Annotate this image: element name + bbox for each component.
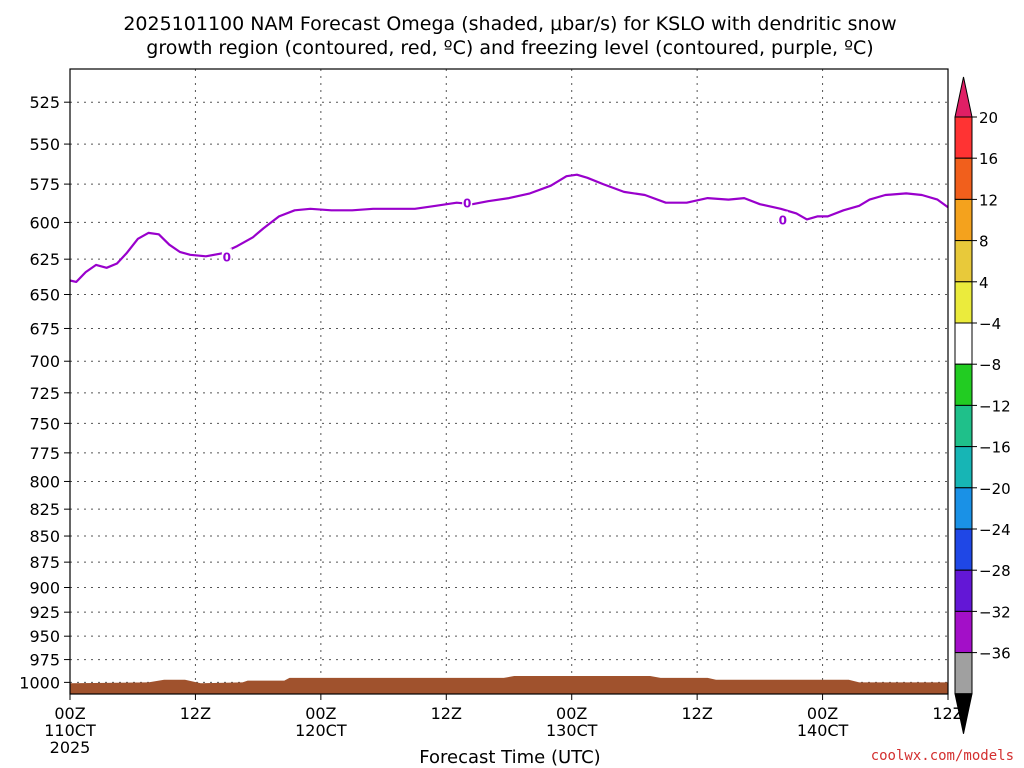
contour-label: 0 — [779, 213, 787, 227]
y-tick-label: 625 — [29, 250, 60, 269]
y-axis: 525 550 575 600 625 650 675 700 725 750 775 800 825 8… — [19, 93, 70, 692]
x-tick-label: 00Z — [54, 704, 85, 723]
colorbar-segment — [954, 157, 973, 200]
contour-label-bg — [462, 194, 473, 210]
terrain-fill — [70, 676, 948, 694]
contour-label-bg — [777, 211, 788, 227]
x-tick-label: 2025 — [50, 738, 91, 757]
plot-frame — [69, 68, 949, 695]
x-tick-label: 130CT — [546, 721, 598, 740]
colorbar-label: −20 — [979, 480, 1011, 498]
colorbar-label: −16 — [979, 439, 1011, 457]
colorbar-label: 8 — [979, 233, 989, 251]
colorbar-segment — [954, 446, 973, 489]
chart-title: 2025101100 NAM Forecast Omega (shaded, μ… — [123, 13, 896, 59]
x-tick-label: 00Z — [556, 704, 587, 723]
x-tick-label: 110CT — [44, 721, 96, 740]
colorbar-segment — [954, 610, 973, 654]
contour-label: 0 — [223, 250, 231, 264]
contour-label: 0 — [463, 197, 471, 211]
x-tick-label: 120CT — [295, 721, 347, 740]
contour-label-bg — [221, 248, 232, 264]
x-axis-title: Forecast Time (UTC) — [419, 747, 600, 768]
y-tick-label: 575 — [29, 175, 60, 194]
x-tick-label: 140CT — [797, 721, 849, 740]
y-tick-label: 800 — [29, 472, 60, 491]
colorbar-segment — [954, 281, 973, 324]
y-tick-label: 1000 — [19, 673, 60, 692]
y-tick-label: 600 — [29, 213, 60, 232]
y-tick-label: 825 — [29, 500, 60, 519]
colorbar-label: 20 — [979, 109, 998, 127]
credit-text: coolwx.com/models — [871, 748, 1014, 764]
y-tick-label: 550 — [29, 135, 60, 154]
y-tick-label: 525 — [29, 93, 60, 112]
terrain-layer — [70, 676, 948, 694]
colorbar-bottom-arrow — [954, 693, 973, 734]
y-tick-label: 675 — [29, 319, 60, 338]
x-tick-label: 00Z — [305, 704, 336, 723]
y-tick-label: 725 — [29, 384, 60, 403]
x-tick-label: 00Z — [807, 704, 838, 723]
colorbar-label: 16 — [979, 150, 998, 168]
colorbar: 20 16 12 8 4 −4 −8 −12 −16 −20 −24 −28 −32 −36 — [954, 76, 1011, 734]
colorbar-label: −32 — [979, 603, 1011, 621]
grid — [70, 69, 948, 694]
x-tick-label: 12Z — [431, 704, 462, 723]
y-tick-label: 700 — [29, 352, 60, 371]
colorbar-label: −36 — [979, 645, 1011, 663]
colorbar-segment — [954, 652, 973, 695]
y-tick-label: 650 — [29, 285, 60, 304]
colorbar-segment — [954, 322, 973, 365]
x-tick-label: 12Z — [681, 704, 712, 723]
colorbar-segment — [954, 487, 973, 530]
x-tick-label: 12Z — [180, 704, 211, 723]
y-tick-label: 750 — [29, 414, 60, 433]
colorbar-label: −28 — [979, 562, 1011, 580]
x-tick-label: 12Z — [932, 704, 963, 723]
y-tick-label: 925 — [29, 603, 60, 622]
y-tick-label: 850 — [29, 527, 60, 546]
colorbar-top-arrow — [954, 76, 973, 118]
colorbar-segment — [954, 404, 973, 448]
title-line-2: growth region (contoured, red, ºC) and f… — [146, 37, 873, 59]
colorbar-segment — [954, 528, 973, 571]
y-tick-label: 875 — [29, 553, 60, 572]
freezing-level-line — [69, 173, 949, 283]
colorbar-label: 4 — [979, 274, 989, 292]
colorbar-segment — [954, 198, 973, 242]
colorbar-segment — [954, 240, 973, 283]
series-layer: 0 0 0 — [69, 173, 949, 283]
colorbar-segment — [954, 569, 973, 612]
colorbar-label: −12 — [979, 397, 1011, 415]
y-tick-label: 900 — [29, 579, 60, 598]
colorbar-label: −4 — [979, 315, 1001, 333]
colorbar-label: 12 — [979, 191, 998, 209]
colorbar-label: −24 — [979, 521, 1011, 539]
colorbar-label: −8 — [979, 356, 1001, 374]
y-tick-label: 950 — [29, 627, 60, 646]
y-tick-label: 775 — [29, 444, 60, 463]
y-tick-label: 975 — [29, 651, 60, 670]
colorbar-segment — [954, 363, 973, 406]
title-line-1: 2025101100 NAM Forecast Omega (shaded, μ… — [123, 13, 896, 35]
colorbar-segment — [954, 116, 973, 159]
